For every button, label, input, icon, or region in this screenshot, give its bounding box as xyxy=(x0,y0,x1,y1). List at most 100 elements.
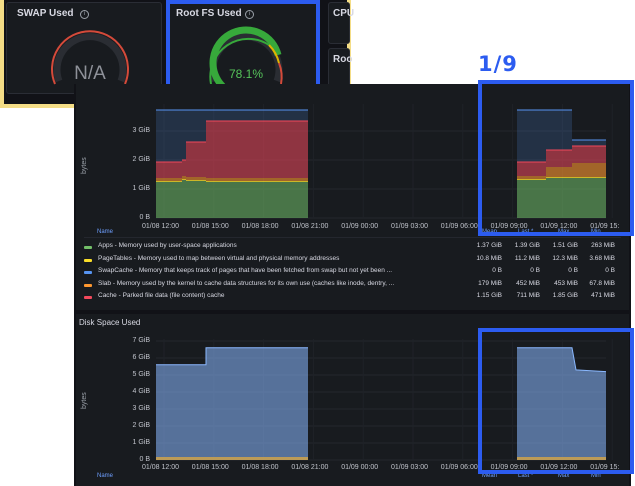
swap-gauge xyxy=(51,30,129,85)
gauge-threshold-red xyxy=(278,62,283,85)
legend-max: 12.3 MiB xyxy=(552,254,578,262)
legend-min: 0 B xyxy=(605,267,615,275)
legend-min: 67.8 MiB xyxy=(589,279,615,287)
y-tick-label: 7 GiB xyxy=(132,337,150,344)
memory-series-2-apps-area xyxy=(546,178,572,218)
memory-series-2-slab-area xyxy=(572,163,606,177)
legend-swatch xyxy=(84,271,92,275)
legend-last: 1.39 GiB xyxy=(514,242,540,249)
dashboard-main: bytes 3 GiB 2 GiB 1 GiB 0 B 01/08 12:00 01/0… xyxy=(74,84,631,486)
legend-mean: 0 B xyxy=(492,267,502,275)
y-tick-label: 2 GiB xyxy=(132,156,150,163)
legend-last: 452 MiB xyxy=(516,279,540,287)
legend-label: Cache - Parked file data (file content) … xyxy=(98,292,225,300)
cpu-panel[interactable]: CPU xyxy=(328,2,354,44)
legend-last: 11.2 MiB xyxy=(514,254,540,262)
gauge-threshold-arc xyxy=(51,30,129,85)
legend-col-max[interactable]: Max xyxy=(558,473,570,479)
memory-chart[interactable] xyxy=(76,84,629,234)
disk-chart[interactable] xyxy=(76,314,629,486)
memory-series-1-slab-area xyxy=(182,176,186,179)
memory-series-2-cache-area xyxy=(572,146,606,163)
panel-title: Disk Space Used xyxy=(79,318,141,327)
gauge-threshold-yellow xyxy=(268,44,280,64)
memory-series-1-apps-area xyxy=(206,182,308,218)
legend-item[interactable]: Apps - Memory used by user-space applica… xyxy=(84,242,621,253)
legend-label: Apps - Memory used by user-space applica… xyxy=(98,242,237,249)
memory-series-2-pagetables-area xyxy=(546,177,572,178)
legend-mean: 10.8 MiB xyxy=(476,254,502,262)
disk-space-panel[interactable]: Disk Space Used bytes 7 GiB 6 GiB 5 GiB 4 G… xyxy=(76,314,629,486)
x-tick-label: 01/09 12:00 xyxy=(540,464,578,471)
memory-series-1-pagetables-area xyxy=(186,180,206,181)
root-fs-value: 78.1% xyxy=(228,67,264,81)
legend-mean: 1.15 GiB xyxy=(476,292,502,300)
legend-max: 1.51 GiB xyxy=(552,242,578,249)
memory-series-1-slab-area xyxy=(206,178,308,181)
memory-series-2-apps-area xyxy=(517,180,546,218)
memory-series-1-cache-area xyxy=(156,162,182,178)
x-tick-label: 01/09 03:00 xyxy=(391,464,428,471)
memory-series-2-headroom xyxy=(517,110,546,162)
memory-series-1-pagetables-area xyxy=(156,181,182,182)
memory-series-2-pagetables-area xyxy=(517,179,546,180)
info-icon[interactable]: i xyxy=(245,10,254,19)
legend-swatch xyxy=(84,296,92,300)
root-fs-used-panel[interactable]: Root FS Used i 78.1% xyxy=(166,2,320,94)
y-tick-label: 3 GiB xyxy=(132,405,150,412)
memory-series-2-pagetables-area xyxy=(572,177,606,178)
x-tick-label: 01/09 12:00 xyxy=(540,223,578,230)
legend-swatch xyxy=(84,258,92,262)
legend-item[interactable]: Slab - Memory used by the kernel to cach… xyxy=(84,280,621,291)
memory-series-1-cache-area xyxy=(182,160,186,176)
legend-col-name[interactable]: Name xyxy=(97,473,114,479)
highlight-frame-blue xyxy=(478,80,634,236)
legend-col-name[interactable]: Name xyxy=(97,229,114,235)
memory-series-1-pagetables-area xyxy=(206,181,308,182)
legend-min: 263 MiB xyxy=(591,242,615,249)
memory-series-1-apps-area xyxy=(186,181,206,218)
memory-series-2-cache-area xyxy=(546,150,572,167)
y-tick-label: 2 GiB xyxy=(132,422,150,429)
gauge-threshold-green xyxy=(209,37,270,85)
legend-last: 711 MiB xyxy=(516,292,540,300)
disk-used-area-1 xyxy=(156,347,308,460)
legend-min: 471 MiB xyxy=(591,292,615,300)
memory-series-1-slab-area xyxy=(156,178,182,181)
y-tick-label: 4 GiB xyxy=(132,388,150,395)
legend-col-last[interactable]: Last * xyxy=(518,473,534,479)
legend-max: 0 B xyxy=(568,267,578,275)
panel-title: Roo xyxy=(333,54,353,65)
legend-label: PageTables - Memory used to map between … xyxy=(98,254,340,262)
x-tick-label: 01/08 18:00 xyxy=(241,464,279,471)
memory-series-1-slab-area xyxy=(186,177,206,180)
legend-col-min[interactable]: Min xyxy=(591,473,601,479)
info-icon[interactable]: i xyxy=(80,10,89,19)
disk-boot-area-1 xyxy=(156,457,308,460)
legend-item[interactable]: Cache - Parked file data (file content) … xyxy=(84,292,621,303)
memory-series-1-headroom xyxy=(186,110,206,142)
x-tick-label: 01/08 15:00 xyxy=(191,223,229,230)
x-tick-label: 01/08 15:00 xyxy=(191,464,229,471)
page-indicator: 1/9 xyxy=(478,52,518,76)
memory-series-1-apps-area xyxy=(156,182,182,218)
legend-label: Slab - Memory used by the kernel to cach… xyxy=(98,279,395,287)
legend-item[interactable]: SwapCache - Memory that keeps track of p… xyxy=(84,267,621,278)
memory-series-1-cache-area xyxy=(186,142,206,177)
memory-series-2-slab-area xyxy=(546,167,572,177)
panel-title: Root FS Used xyxy=(176,8,242,19)
y-tick-label: 5 GiB xyxy=(132,371,150,378)
memory-series-1-apps-area xyxy=(182,180,186,218)
legend-mean: 1.37 GiB xyxy=(476,242,502,249)
memory-series-2-headroom xyxy=(572,140,606,146)
legend-item[interactable]: PageTables - Memory used to map between … xyxy=(84,255,621,266)
x-tick-label: 01/09 09:00 xyxy=(490,223,528,230)
disk-used-area-2 xyxy=(517,347,606,460)
y-tick-label: 1 GiB xyxy=(132,439,150,446)
gauge-fill xyxy=(209,26,282,87)
legend-max: 453 MiB xyxy=(554,279,578,287)
swap-value: N/A xyxy=(74,63,106,84)
legend-col-mean[interactable]: Mean xyxy=(482,473,498,479)
memory-series-2-apps-area xyxy=(572,178,606,218)
swap-used-panel[interactable]: SWAP Used i N/A xyxy=(6,2,162,94)
